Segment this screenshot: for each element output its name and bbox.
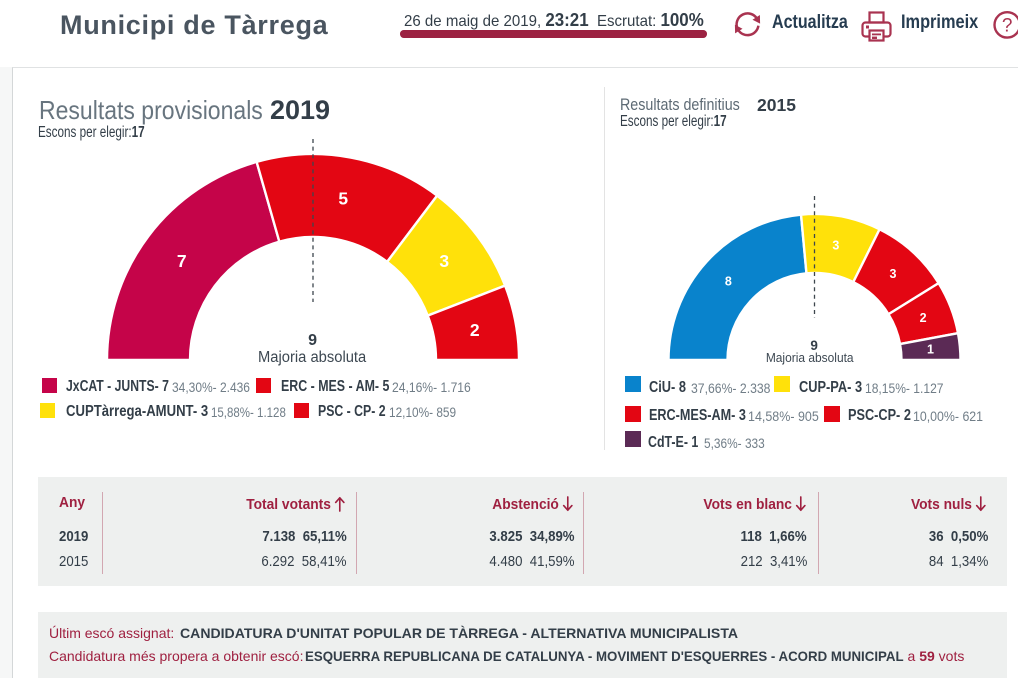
svg-text:7: 7 xyxy=(177,251,187,271)
svg-text:1: 1 xyxy=(927,342,934,356)
svg-text:3: 3 xyxy=(439,251,449,271)
svg-text:2: 2 xyxy=(470,320,480,340)
svg-text:2: 2 xyxy=(920,311,927,325)
svg-text:3: 3 xyxy=(890,267,897,281)
svg-text:5: 5 xyxy=(338,188,348,208)
svg-text:8: 8 xyxy=(725,275,732,289)
svg-text:3: 3 xyxy=(832,239,839,253)
svg-text:?: ? xyxy=(1001,15,1012,36)
